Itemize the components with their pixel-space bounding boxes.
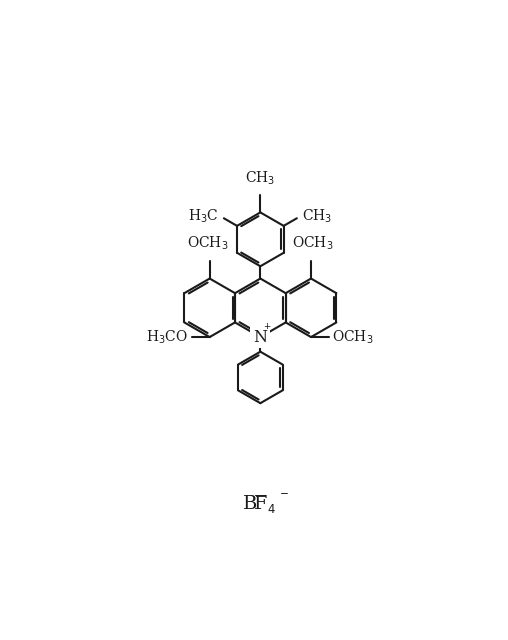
Text: B: B xyxy=(243,495,258,513)
Text: F: F xyxy=(255,495,268,513)
Text: CH$_3$: CH$_3$ xyxy=(302,207,333,225)
Text: H$_3$CO: H$_3$CO xyxy=(146,328,188,346)
Text: OCH$_3$: OCH$_3$ xyxy=(292,234,333,252)
Text: $^-$: $^-$ xyxy=(276,491,289,505)
Text: $^+$: $^+$ xyxy=(262,323,272,336)
Text: OCH$_3$: OCH$_3$ xyxy=(332,328,374,346)
Text: CH$_3$: CH$_3$ xyxy=(245,170,275,187)
Text: H$_3$C: H$_3$C xyxy=(188,207,218,225)
Text: N: N xyxy=(253,328,267,346)
Text: $_4$: $_4$ xyxy=(267,499,275,516)
Text: OCH$_3$: OCH$_3$ xyxy=(187,234,229,252)
